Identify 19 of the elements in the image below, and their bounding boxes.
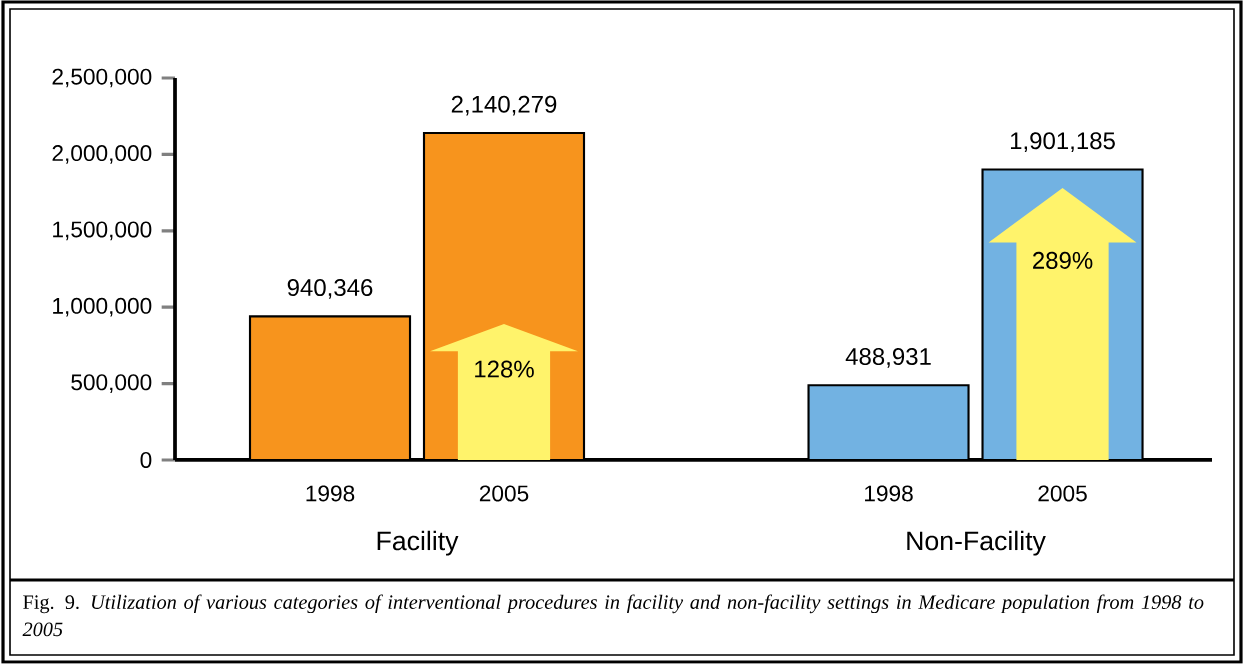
text: Fig. 9. Utilization of various categories of interventional procedures in facility and non-facility settings in Medicare population from 1998 to 2005 — [22, 594, 1204, 637]
y-tick-label: 0 — [140, 451, 152, 468]
annotation: 289% — [1033, 251, 1093, 269]
x-tick-label: 2005 — [1038, 485, 1087, 502]
data-label: 2,140,279 — [451, 95, 557, 116]
y-tick-label: 1,000,000 — [53, 297, 152, 317]
data-label: 940,346 — [287, 279, 373, 299]
text: Facility — [377, 530, 459, 556]
y-tick-label: 500,000 — [71, 374, 152, 393]
annotation: 128% — [475, 360, 534, 378]
y-tick-label: 1,500,000 — [53, 221, 152, 241]
x-tick-label: 2005 — [479, 485, 529, 502]
x-tick-label: 1998 — [306, 485, 355, 502]
x-tick-label: 1998 — [865, 485, 913, 502]
y-tick-label: 2,000,000 — [52, 145, 152, 164]
data-label: 1,901,185 — [1010, 132, 1115, 153]
text: Non-Facility — [907, 530, 1046, 556]
data-label: 488,931 — [845, 348, 931, 368]
y-tick-label: 2,500,000 — [52, 68, 152, 88]
